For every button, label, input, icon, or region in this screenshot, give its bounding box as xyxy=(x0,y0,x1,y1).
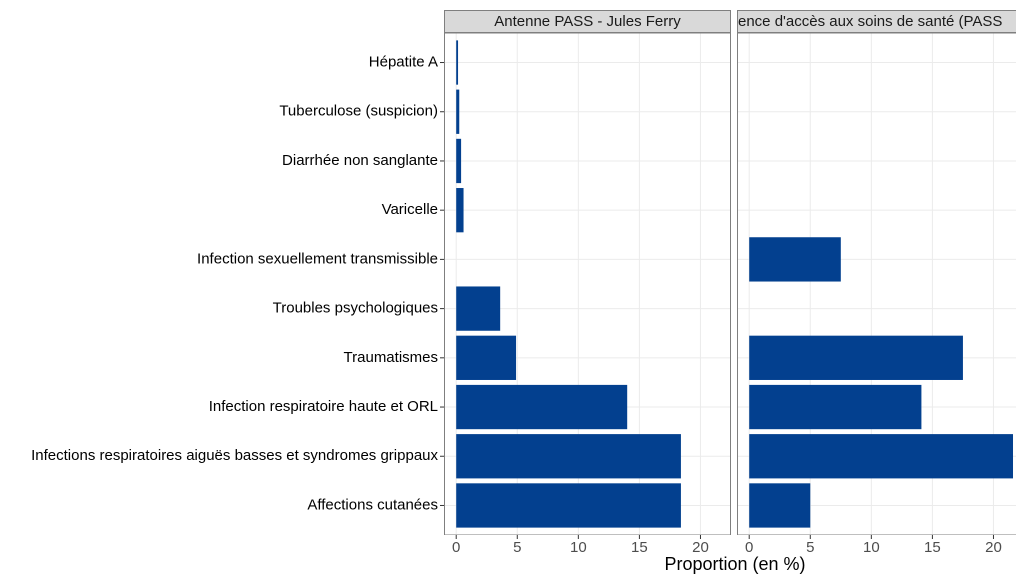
x-axis-title: Proportion (en %) xyxy=(664,554,805,574)
y-tick-label: Affections cutanées xyxy=(307,496,438,513)
bar xyxy=(749,335,963,380)
x-tick-label: 20 xyxy=(985,539,1002,556)
x-tick-label: 5 xyxy=(513,539,521,556)
x-tick-label: 0 xyxy=(745,539,753,556)
y-tick-label: Traumatismes xyxy=(344,349,438,366)
panel: ence d'accès aux soins de santé (PASS xyxy=(737,10,1016,535)
bar xyxy=(456,40,459,85)
strip xyxy=(737,10,1016,33)
x-tick-label: 10 xyxy=(863,539,880,556)
bar xyxy=(456,286,501,331)
x-tick-label: 0 xyxy=(452,539,460,556)
y-tick-label: Tuberculose (suspicion) xyxy=(279,103,438,120)
bar xyxy=(456,483,681,528)
bar xyxy=(456,89,460,134)
bar xyxy=(749,483,811,528)
y-tick-label: Infection respiratoire haute et ORL xyxy=(209,398,438,415)
strip-title: ence d'accès aux soins de santé (PASS xyxy=(738,13,1002,30)
bar xyxy=(456,384,628,430)
y-tick-label: Varicelle xyxy=(382,201,438,218)
strip xyxy=(444,10,731,33)
bar xyxy=(456,335,517,380)
strip-title: Antenne PASS - Jules Ferry xyxy=(494,13,681,30)
y-tick-label: Hépatite A xyxy=(369,53,438,70)
x-tick-label: 15 xyxy=(924,539,941,556)
y-tick-label: Diarrhée non sanglante xyxy=(282,152,438,169)
bar xyxy=(456,434,681,479)
x-tick-label: 10 xyxy=(570,539,587,556)
y-tick-label: Troubles psychologiques xyxy=(273,300,438,317)
panel: Antenne PASS - Jules Ferry xyxy=(444,10,731,535)
y-tick-label: Infection sexuellement transmissible xyxy=(197,250,438,267)
y-tick-label: Infections respiratoires aiguës basses e… xyxy=(31,447,438,464)
bar xyxy=(749,434,1014,479)
bar xyxy=(456,138,462,184)
bar xyxy=(749,237,841,282)
x-tick-label: 20 xyxy=(692,539,709,556)
x-tick-label: 5 xyxy=(806,539,814,556)
x-tick-label: 15 xyxy=(631,539,648,556)
bar xyxy=(749,384,922,430)
bar xyxy=(456,188,464,233)
